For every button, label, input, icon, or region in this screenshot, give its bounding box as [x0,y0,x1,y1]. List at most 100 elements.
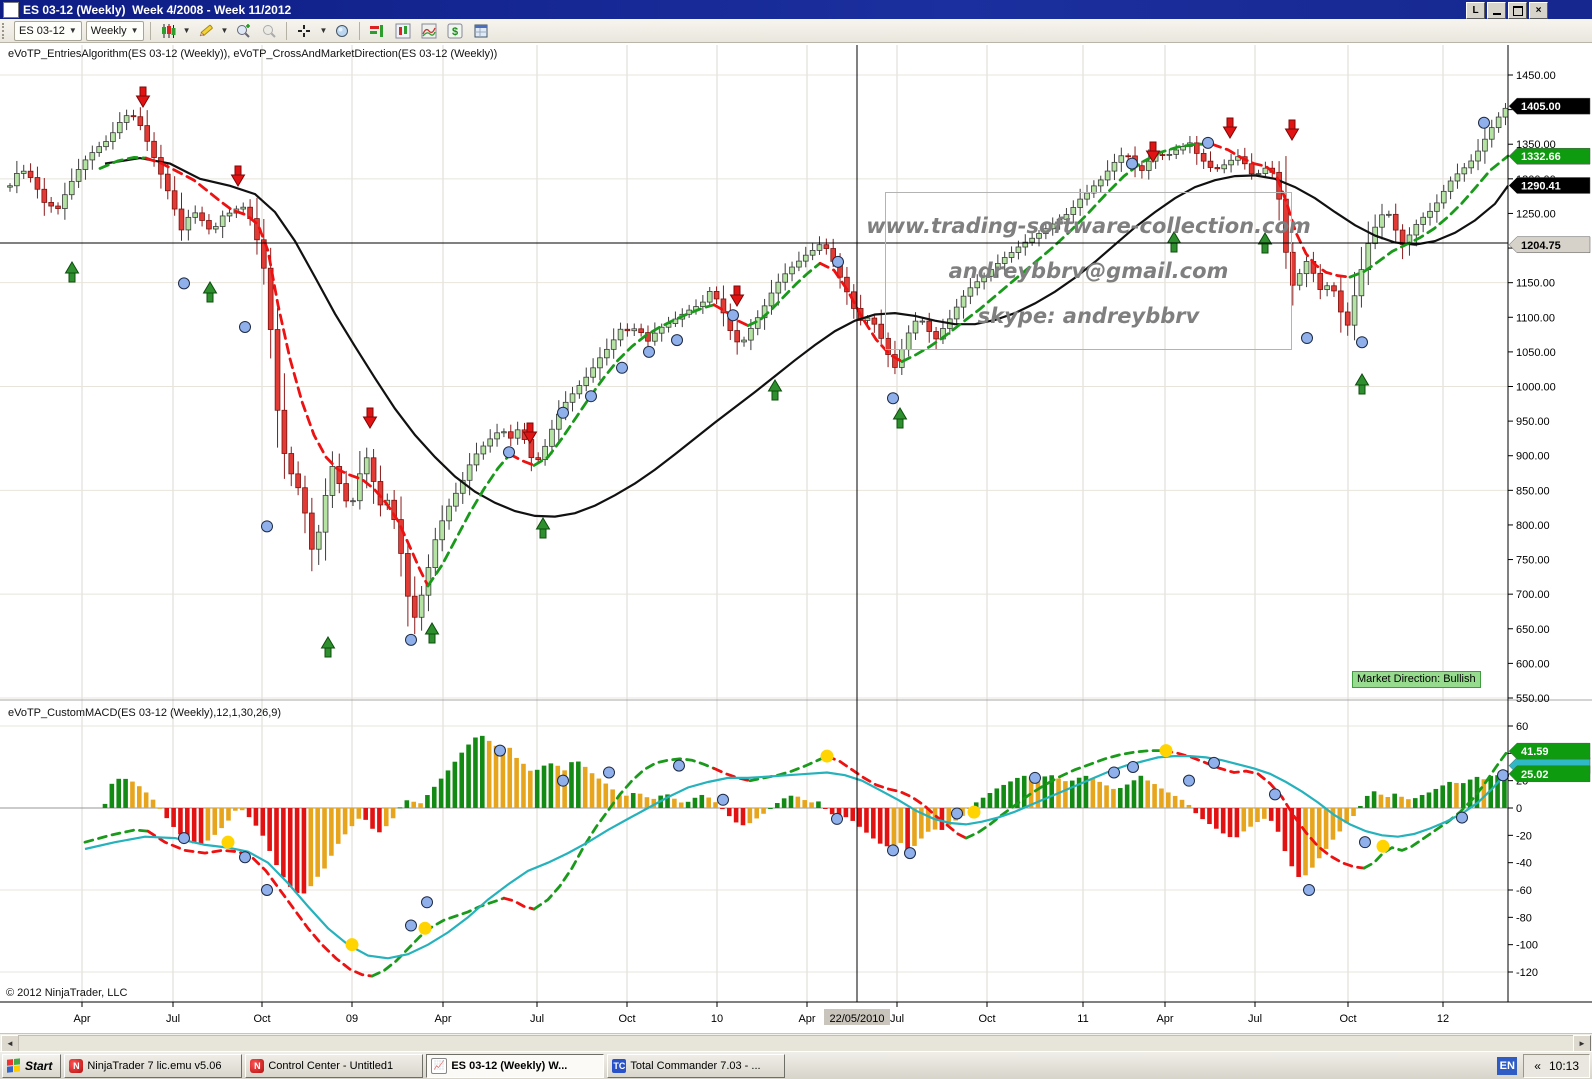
chevron-down-icon[interactable]: ▼ [182,26,191,35]
title-bar[interactable]: ES 03-12 (Weekly) Week 4/2008 - Week 11/… [0,0,1592,19]
tray-box: « 10:13 [1523,1053,1590,1078]
svg-text:950.00: 950.00 [1516,416,1550,428]
cross-dot [717,793,729,806]
tray-collapse-icon[interactable]: « [1534,1058,1541,1073]
minimize-icon [1492,13,1501,15]
ninjatrader-chart-window: ES 03-12 (Weekly) Week 4/2008 - Week 11/… [0,0,1592,1052]
cross-dot [503,446,515,459]
buy-arrow-icon [892,407,908,429]
sell-arrow-icon [522,422,538,444]
lock-button[interactable]: L [1466,2,1485,19]
chevron-down-icon[interactable]: ▼ [319,26,328,35]
price-chart-svg[interactable]: 550.00 600.00 650.00 700.00 750.00 800.00 850.… [0,43,1592,1033]
toolbar-separator [359,21,361,40]
svg-text:650.00: 650.00 [1516,624,1550,636]
scrollbar-thumb[interactable] [18,1035,1575,1052]
close-button[interactable]: × [1529,2,1548,19]
toolbar-separator [286,21,288,40]
cross-dot [239,851,251,864]
properties-button[interactable] [470,21,492,41]
minimize-button[interactable] [1487,2,1506,19]
svg-text:11: 11 [1077,1013,1088,1025]
indicators-icon [370,24,384,37]
cross-dots-layer [178,116,1490,646]
clock[interactable]: 10:13 [1548,1058,1579,1073]
price-badge [1508,765,1591,783]
toolbar-grip[interactable] [2,22,8,39]
macd-panel-indicator-label: eVoTP_CustomMACD(ES 03-12 (Weekly),12,1,… [8,707,282,719]
buy-arrow-icon [320,636,336,658]
chart-trader-icon [395,23,411,38]
crosshair-date-label: 22/05/2010 [829,1013,884,1025]
crosshair-layer [0,45,1508,1002]
cross-dot [261,884,273,897]
cursor-crosshair-button[interactable] [293,21,315,41]
cross-dot [671,334,683,347]
svg-text:900.00: 900.00 [1516,451,1550,463]
start-button[interactable]: Start [2,1053,62,1078]
cross-dot [1301,332,1313,345]
zoom-in-button[interactable] [232,21,254,41]
price-panel-indicator-label: eVoTP_EntriesAlgorithm(ES 03-12 (Weekly)… [8,48,498,60]
instrument-selector[interactable]: ES 03-12 ▼ [14,20,82,41]
mini-chart-button[interactable] [418,21,440,41]
zoom-in-icon [237,23,251,38]
svg-text:0: 0 [1516,803,1522,815]
taskbar-button-control-center[interactable]: N Control Center - Untitled1 [245,1053,424,1078]
svg-text:60: 60 [1516,721,1528,733]
cross-dot [1126,157,1138,170]
svg-text:1050.00: 1050.00 [1516,347,1556,359]
period-selector[interactable]: Weekly ▼ [85,20,144,41]
drawing-tools-button[interactable] [195,21,217,41]
zoom-out-button[interactable] [258,21,280,41]
cross-dot [1202,136,1214,149]
cross-dot [643,345,655,358]
svg-text:Oct: Oct [253,1013,270,1025]
chart-trader-button[interactable] [392,21,414,41]
data-box-button[interactable] [331,21,353,41]
time-axis: Apr Jul Oct 09 Apr Jul Oct 10 Apr Jul Oct 11 Apr Jul O… [0,1001,1592,1025]
chevron-down-icon[interactable]: ▼ [220,26,229,35]
taskbar-button-ninjatrader[interactable]: N NinjaTrader 7 lic.emu v5.06 [64,1053,243,1078]
crossover-dot [345,938,359,952]
copyright-label: © 2012 NinjaTrader, LLC [6,987,128,999]
taskbar-button-total-commander[interactable]: TC Total Commander 7.03 - ... [607,1053,786,1078]
svg-text:700.00: 700.00 [1516,589,1550,601]
price-badge [1508,236,1591,254]
svg-text:-120: -120 [1516,967,1538,979]
cross-dot [494,744,506,757]
scroll-right-button[interactable]: ► [1573,1035,1591,1052]
zoom-out-icon [263,24,277,38]
svg-text:550.00: 550.00 [1516,693,1550,705]
chart-style-button[interactable] [157,21,179,41]
cross-dot [616,361,628,374]
restore-button[interactable] [1508,2,1527,19]
indicators-button[interactable] [366,21,388,41]
svg-text:-100: -100 [1516,940,1538,952]
svg-text:1000.00: 1000.00 [1516,381,1556,393]
cross-dot [904,847,916,860]
horizontal-scrollbar[interactable]: ◄ ► [0,1033,1592,1052]
svg-text:Apr: Apr [1156,1013,1173,1025]
ninjatrader-icon: N [69,1058,84,1073]
svg-text:-60: -60 [1516,885,1532,897]
crosshair-icon [298,24,311,37]
svg-text:Jul: Jul [890,1013,904,1025]
account-button[interactable]: $ [444,21,466,41]
cross-dot [421,896,433,909]
cross-dot [557,774,569,787]
svg-text:Jul: Jul [530,1013,544,1025]
svg-text:-40: -40 [1516,858,1532,870]
buy-arrow-icon [424,622,440,644]
magnifier-icon [336,24,349,37]
taskbar-button-chart-active[interactable]: 📈 ES 03-12 (Weekly) W... [426,1053,605,1078]
language-indicator[interactable]: EN [1497,1056,1518,1075]
scroll-left-button[interactable]: ◄ [1,1035,19,1052]
svg-text:1150.00: 1150.00 [1516,278,1555,290]
svg-text:Oct: Oct [978,1013,995,1025]
svg-text:1204.75: 1204.75 [1521,240,1561,252]
cross-dot [178,832,190,845]
price-axis: 550.00 600.00 650.00 700.00 750.00 800.00 850.… [1507,45,1591,1002]
cross-dot [1359,836,1371,849]
